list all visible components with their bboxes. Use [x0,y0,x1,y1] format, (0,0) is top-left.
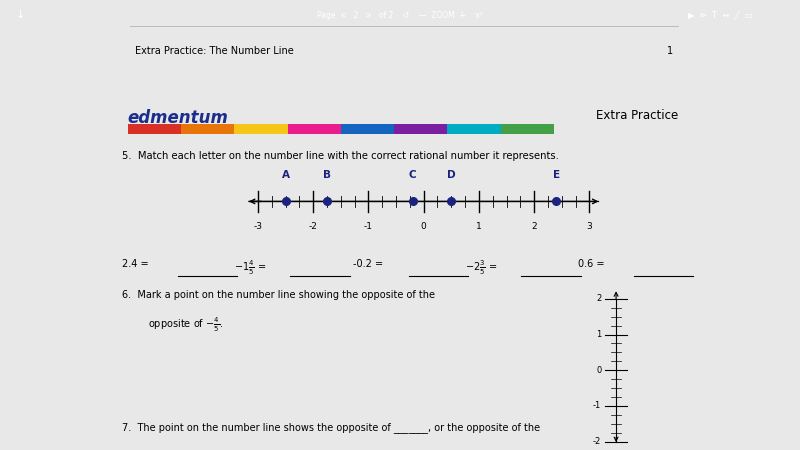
Text: ▶  ✏  T  ↔  ╱  ▭: ▶ ✏ T ↔ ╱ ▭ [688,10,752,20]
Text: 2.4 =: 2.4 = [122,259,148,269]
Text: -2: -2 [593,437,602,446]
Text: edmentum: edmentum [128,109,229,127]
Text: C: C [409,170,417,180]
Text: $-1\frac{4}{5}$ =: $-1\frac{4}{5}$ = [234,259,266,277]
Text: Extra Practice: Extra Practice [596,109,678,122]
Text: A: A [282,170,290,180]
Text: -3: -3 [254,221,262,230]
Bar [447,124,501,134]
Text: 0.6 =: 0.6 = [578,259,604,269]
Text: 5.  Match each letter on the number line with the correct rational number it rep: 5. Match each letter on the number line … [122,151,558,161]
Text: 2: 2 [596,294,602,303]
Text: 3: 3 [586,221,592,230]
Text: $-2\frac{3}{5}$ =: $-2\frac{3}{5}$ = [465,259,498,277]
Text: Page  <   2   >   of 2    ↺    —  ZOOM  +    x²: Page < 2 > of 2 ↺ — ZOOM + x² [317,10,483,19]
Text: -0.2 =: -0.2 = [353,259,382,269]
Text: B: B [323,170,331,180]
Text: opposite of $-\frac{4}{5}$.: opposite of $-\frac{4}{5}$. [149,316,224,334]
Text: -1: -1 [364,221,373,230]
Bar [181,124,234,134]
Text: ↓: ↓ [15,10,25,20]
Bar [287,124,341,134]
Text: E: E [553,170,560,180]
Bar [501,124,554,134]
Bar [341,124,394,134]
Text: 6.  Mark a point on the number line showing the opposite of the: 6. Mark a point on the number line showi… [122,290,434,300]
Text: 1: 1 [596,330,602,339]
Text: 0: 0 [421,221,426,230]
Text: 7.  The point on the number line shows the opposite of _______, or the opposite : 7. The point on the number line shows th… [122,423,540,433]
Text: -1: -1 [593,401,602,410]
Text: 0: 0 [596,366,602,375]
Text: D: D [447,170,456,180]
Text: 2: 2 [531,221,537,230]
Text: -2: -2 [309,221,318,230]
Bar [394,124,447,134]
Bar [234,124,287,134]
Bar [128,124,181,134]
Text: Extra Practice: The Number Line: Extra Practice: The Number Line [135,46,294,56]
Text: 1: 1 [476,221,482,230]
Text: 1: 1 [666,46,673,56]
